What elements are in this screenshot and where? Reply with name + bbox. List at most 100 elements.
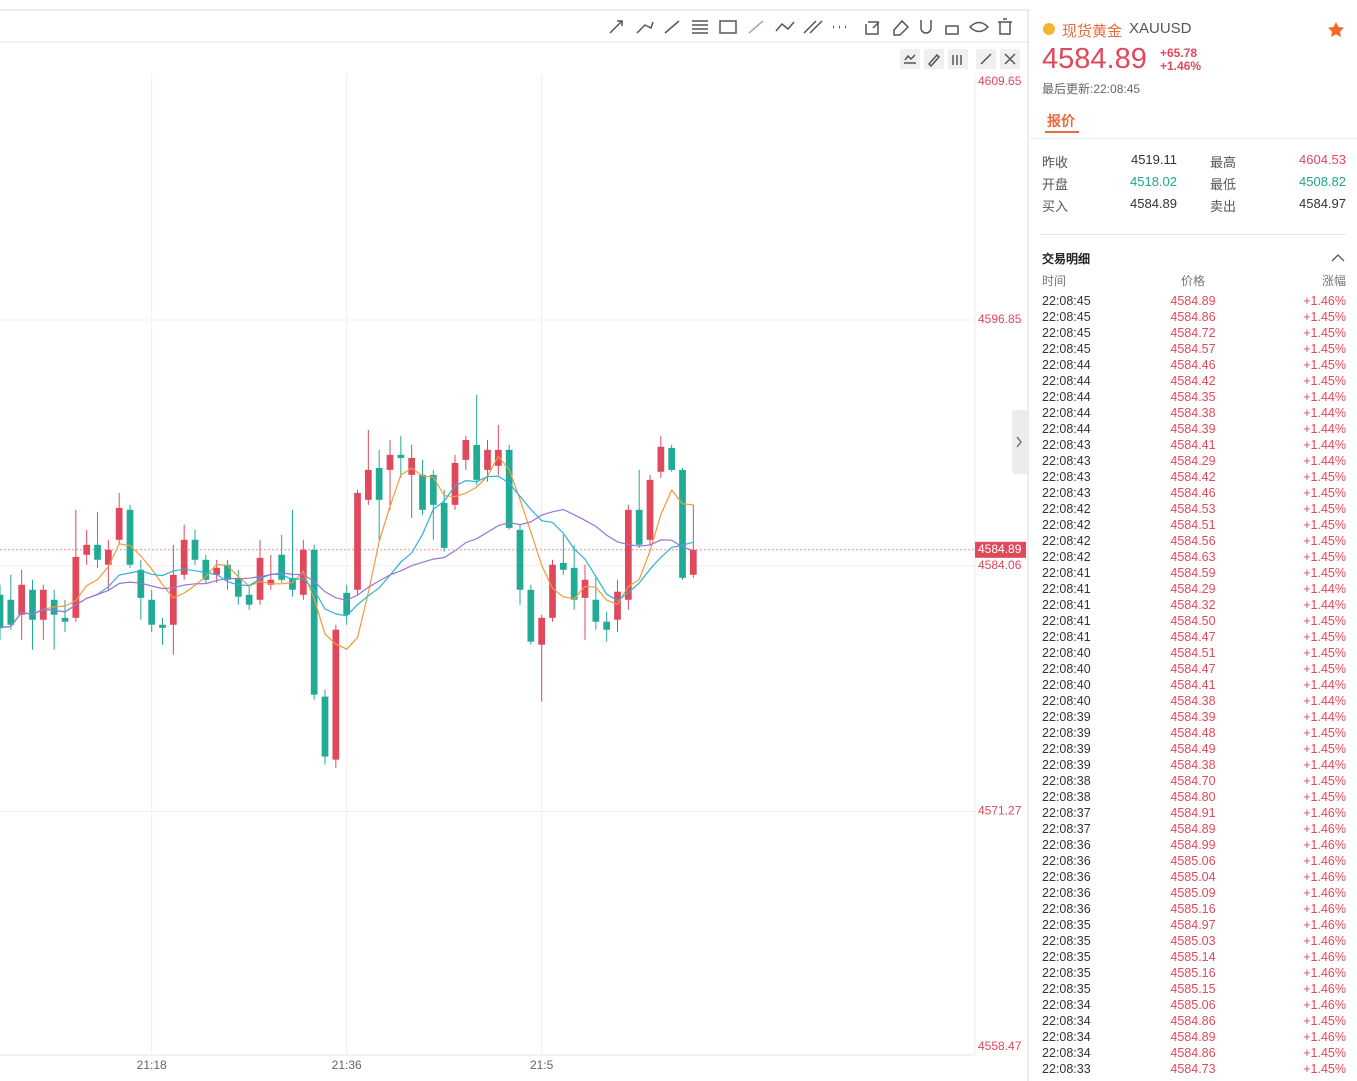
delete-tool[interactable] bbox=[998, 18, 1012, 35]
candle-body bbox=[148, 599, 156, 625]
quote-value: 4508.82 bbox=[1299, 174, 1346, 189]
trade-time: 22:08:45 bbox=[1042, 310, 1091, 324]
line-tool[interactable] bbox=[664, 20, 680, 34]
candle-body bbox=[224, 564, 231, 580]
eraser-tool[interactable] bbox=[893, 19, 910, 36]
last-update: 最后更新:22:08:45 bbox=[1042, 82, 1141, 96]
lock-tool[interactable] bbox=[945, 25, 959, 35]
candle-body bbox=[581, 579, 589, 598]
candle-body bbox=[39, 589, 47, 620]
trade-time: 22:08:44 bbox=[1042, 374, 1091, 388]
trade-change: +1.46% bbox=[1303, 806, 1346, 820]
trade-time: 22:08:45 bbox=[1042, 326, 1091, 340]
trade-change: +1.44% bbox=[1303, 454, 1346, 468]
candle-body bbox=[635, 509, 643, 545]
candle-body bbox=[624, 509, 632, 600]
x-tick-label: 21:18 bbox=[137, 1058, 167, 1072]
candle-body bbox=[104, 549, 112, 565]
candle-body bbox=[29, 589, 36, 620]
candle-body bbox=[332, 629, 340, 760]
candle-body bbox=[689, 549, 697, 575]
trade-time: 22:08:37 bbox=[1042, 822, 1091, 836]
candle-body bbox=[321, 696, 329, 757]
trade-change: +1.45% bbox=[1303, 326, 1346, 340]
y-tick-label: 4596.85 bbox=[978, 312, 1022, 326]
candle-body bbox=[191, 539, 199, 560]
trade-time: 22:08:40 bbox=[1042, 646, 1091, 660]
trade-time: 22:08:42 bbox=[1042, 518, 1091, 532]
trade-time: 22:08:38 bbox=[1042, 774, 1091, 788]
y-tick-label: 4558.47 bbox=[978, 1039, 1022, 1053]
candle-body bbox=[343, 592, 351, 615]
quote-value: 4519.11 bbox=[1130, 152, 1177, 167]
quote-label: 昨收 bbox=[1042, 155, 1069, 170]
collapse-tab[interactable] bbox=[1012, 410, 1028, 474]
magnet-tool[interactable] bbox=[920, 20, 932, 34]
quote-value: 4584.89 bbox=[1130, 196, 1177, 211]
candle-body bbox=[494, 449, 502, 466]
trade-time: 22:08:43 bbox=[1042, 486, 1091, 500]
trade-time: 22:08:34 bbox=[1042, 998, 1091, 1012]
trade-time: 22:08:35 bbox=[1042, 934, 1091, 948]
trade-change: +1.46% bbox=[1303, 950, 1346, 964]
trade-change: +1.45% bbox=[1303, 486, 1346, 500]
candle-body bbox=[668, 447, 676, 470]
path-tool[interactable] bbox=[775, 21, 795, 32]
quote-value: 4518.02 bbox=[1130, 174, 1177, 189]
candle-body bbox=[657, 446, 665, 472]
fib-tool[interactable] bbox=[692, 20, 708, 34]
trade-time: 22:08:45 bbox=[1042, 342, 1091, 356]
candle-body bbox=[289, 577, 296, 590]
channel-tool[interactable] bbox=[803, 20, 823, 34]
trade-change: +1.45% bbox=[1303, 614, 1346, 628]
trade-time: 22:08:44 bbox=[1042, 422, 1091, 436]
trend-line-tool[interactable] bbox=[609, 20, 623, 34]
trade-change: +1.45% bbox=[1303, 726, 1346, 740]
trade-time: 22:08:33 bbox=[1042, 1062, 1091, 1076]
quote-label: 卖出 bbox=[1210, 199, 1237, 214]
candle-body bbox=[646, 479, 654, 540]
quote-panel: 现货黄金 XAUUSD 4584.89 +65.78 +1.46% 最后更新:2… bbox=[1030, 12, 1357, 1081]
trade-change: +1.45% bbox=[1303, 1062, 1346, 1076]
price-change: +65.78 bbox=[1160, 46, 1198, 60]
trade-change: +1.44% bbox=[1303, 582, 1346, 596]
trade-time: 22:08:35 bbox=[1042, 982, 1091, 996]
quote-tab[interactable]: 报价 bbox=[1047, 113, 1075, 129]
tab-divider bbox=[1030, 138, 1357, 139]
trade-change: +1.45% bbox=[1303, 470, 1346, 484]
trade-time: 22:08:42 bbox=[1042, 550, 1091, 564]
chart: 4609.65 4596.85 4584.06 4571.27 4558.47 21:18… bbox=[0, 9, 1030, 1081]
candle-body bbox=[278, 554, 286, 580]
trade-change: +1.44% bbox=[1303, 598, 1346, 612]
trade-time: 22:08:36 bbox=[1042, 838, 1091, 852]
rect-tool[interactable] bbox=[719, 20, 737, 34]
trade-time: 22:08:35 bbox=[1042, 950, 1091, 964]
settings-button[interactable] bbox=[948, 49, 968, 69]
arrow-tool[interactable] bbox=[748, 20, 764, 34]
trade-change: +1.44% bbox=[1303, 758, 1346, 772]
trade-time: 22:08:40 bbox=[1042, 662, 1091, 676]
favorite-star[interactable] bbox=[1328, 22, 1344, 37]
moving-average bbox=[0, 475, 694, 629]
trade-time: 22:08:42 bbox=[1042, 502, 1091, 516]
section-divider bbox=[1040, 234, 1346, 235]
visibility-tool[interactable] bbox=[968, 21, 990, 33]
candle-body bbox=[570, 567, 578, 600]
x-tick-label: 21:5 bbox=[530, 1058, 554, 1072]
ray-tool[interactable] bbox=[636, 21, 654, 34]
trade-time: 22:08:44 bbox=[1042, 390, 1091, 404]
candle-body bbox=[603, 621, 611, 630]
collapse-caret[interactable] bbox=[1331, 253, 1345, 263]
header-icons bbox=[1043, 22, 1344, 37]
edit-tool[interactable] bbox=[865, 21, 880, 35]
candle-body bbox=[505, 449, 513, 528]
candle-body bbox=[549, 564, 556, 618]
column-header: 涨幅 bbox=[1321, 274, 1346, 288]
trade-change: +1.45% bbox=[1303, 646, 1346, 660]
candle-body bbox=[159, 624, 166, 628]
trade-change: +1.45% bbox=[1303, 550, 1346, 564]
quote-label: 买入 bbox=[1042, 199, 1069, 214]
candle-body bbox=[462, 439, 470, 460]
candle-body bbox=[473, 444, 481, 480]
candle-body bbox=[538, 617, 546, 645]
